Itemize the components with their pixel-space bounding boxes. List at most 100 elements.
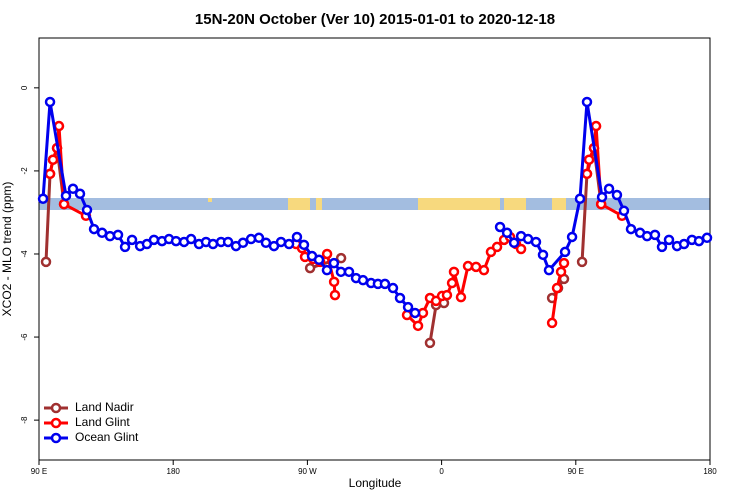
data-point	[126, 234, 138, 246]
data-point	[590, 120, 602, 132]
data-point	[603, 183, 615, 195]
data-point	[304, 262, 316, 274]
data-point	[170, 235, 182, 247]
data-point	[618, 205, 630, 217]
data-point	[379, 278, 391, 290]
data-point	[260, 237, 272, 249]
data-point	[148, 234, 160, 246]
data-point	[530, 236, 542, 248]
data-point	[625, 223, 637, 235]
data-point	[576, 256, 588, 268]
data-point	[291, 231, 303, 243]
x-tick-label: 180	[703, 467, 717, 476]
y-axis-label: XCO2 - MLO trend (ppm)	[0, 182, 14, 317]
data-point	[611, 189, 623, 201]
legend-label: Land Nadir	[75, 400, 134, 414]
data-point	[112, 229, 124, 241]
data-point	[53, 120, 65, 132]
data-point	[701, 232, 713, 244]
data-point	[551, 282, 563, 294]
data-point	[313, 254, 325, 266]
data-point	[394, 292, 406, 304]
data-point	[58, 198, 70, 210]
data-point	[641, 230, 653, 242]
data-point	[283, 238, 295, 250]
data-point	[678, 238, 690, 250]
data-point	[409, 307, 421, 319]
chart-title: 15N-20N October (Ver 10) 2015-01-01 to 2…	[195, 11, 555, 28]
data-point	[357, 274, 369, 286]
data-point	[693, 235, 705, 247]
data-point	[555, 266, 567, 278]
data-point	[583, 154, 595, 165]
data-point	[424, 337, 436, 349]
data-point	[566, 231, 578, 243]
y-tick-label: -4	[20, 250, 29, 258]
data-point	[574, 193, 586, 204]
data-point	[478, 264, 490, 276]
y-tick-label: -8	[20, 416, 29, 424]
data-point	[104, 230, 116, 242]
data-point	[40, 256, 52, 268]
data-point	[441, 289, 453, 301]
data-point	[508, 237, 520, 249]
x-tick-label: 90 E	[31, 467, 47, 476]
data-point	[515, 243, 527, 255]
data-point	[47, 154, 59, 165]
data-point	[387, 282, 399, 294]
data-point	[343, 266, 355, 278]
data-point	[245, 233, 257, 245]
data-point	[446, 277, 458, 289]
data-point	[328, 257, 340, 269]
data-point	[237, 237, 249, 249]
data-point	[543, 264, 555, 276]
data-point	[558, 257, 570, 269]
data-point	[581, 168, 593, 180]
data-point	[596, 191, 608, 203]
data-point	[222, 236, 234, 248]
data-point	[546, 317, 558, 329]
data-point	[88, 223, 100, 235]
data-point	[537, 249, 549, 261]
data-point	[656, 241, 668, 253]
legend-marker	[50, 417, 62, 429]
data-point	[448, 266, 460, 278]
data-point	[298, 239, 310, 251]
x-tick-label: 90 W	[298, 467, 317, 476]
data-point	[44, 168, 56, 180]
data-point	[119, 241, 131, 253]
data-point	[559, 246, 571, 258]
data-point	[335, 252, 347, 264]
data-point	[581, 96, 593, 108]
y-tick-label: -6	[20, 333, 29, 341]
x-tick-label: 0	[439, 467, 444, 476]
data-point	[60, 190, 72, 202]
data-point	[462, 260, 474, 272]
data-point	[494, 221, 506, 233]
data-point	[253, 232, 265, 244]
legend-label: Land Glint	[75, 415, 130, 429]
data-point	[455, 291, 467, 303]
data-point	[81, 204, 93, 216]
data-point	[74, 188, 86, 200]
data-point	[207, 238, 219, 250]
legend-marker	[50, 402, 62, 414]
data-point	[185, 233, 197, 245]
data-point	[412, 320, 424, 332]
data-point	[663, 234, 675, 246]
plot-frame	[38, 37, 711, 461]
data-point	[329, 289, 341, 301]
data-point	[67, 183, 79, 195]
legend-label: Ocean Glint	[75, 430, 139, 444]
data-point	[501, 227, 513, 239]
data-point	[275, 236, 287, 248]
data-point	[649, 229, 661, 241]
data-point	[321, 248, 333, 260]
x-tick-label: 180	[167, 467, 181, 476]
data-point	[402, 301, 414, 313]
data-point	[44, 96, 56, 108]
data-point	[321, 264, 333, 276]
data-point	[328, 276, 340, 288]
y-tick-label: 0	[20, 85, 29, 90]
